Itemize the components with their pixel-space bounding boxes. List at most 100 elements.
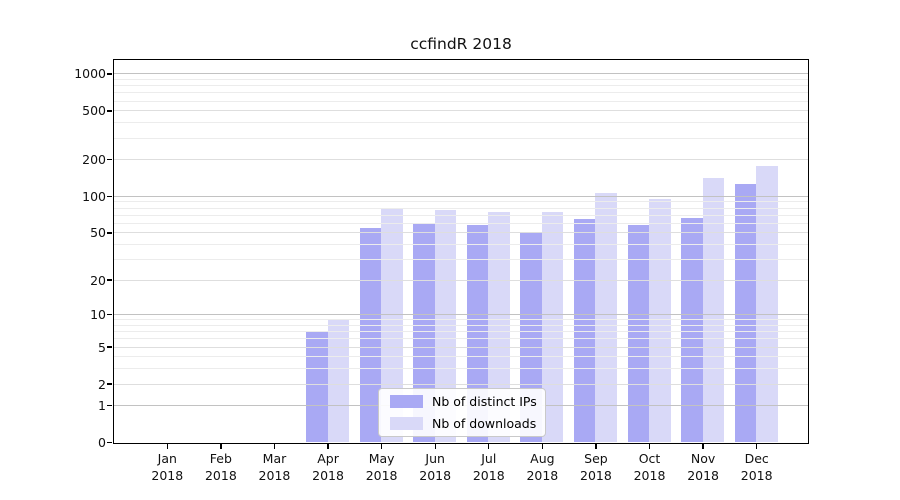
x-tick-label-sep: Sep 2018 <box>564 451 628 484</box>
gridline-200 <box>114 159 808 161</box>
gridline-9 <box>114 319 808 321</box>
month-label: Aug <box>530 451 555 466</box>
year-label: 2018 <box>740 467 773 483</box>
gridline-7 <box>114 331 808 333</box>
x-tick-may <box>380 444 383 449</box>
y-tick-label-1: 1 <box>98 398 106 414</box>
gridline-6 <box>114 338 808 340</box>
y-tick-label-1000: 1000 <box>74 66 106 82</box>
x-tick-aug <box>541 444 544 449</box>
year-label: 2018 <box>526 467 559 483</box>
x-tick-sep <box>595 444 597 449</box>
legend: Nb of distinct IPs Nb of downloads <box>378 388 546 437</box>
gridline-40 <box>114 243 808 245</box>
x-tick-mar <box>273 444 276 449</box>
y-tick-2 <box>107 383 112 385</box>
x-tick-label-jan: Jan 2018 <box>135 451 199 484</box>
gridline-10 <box>114 314 808 316</box>
bar-oct-ips <box>627 224 650 442</box>
gridline-4 <box>114 356 808 358</box>
bar-nov-ips <box>681 217 703 442</box>
x-tick-label-feb: Feb 2018 <box>189 451 253 484</box>
x-tick-nov <box>702 444 704 449</box>
x-tick-label-nov: Nov 2018 <box>671 451 735 484</box>
bar-jul-ips <box>466 225 489 442</box>
y-tick-500 <box>107 110 112 112</box>
bar-dec-ips <box>734 183 757 442</box>
x-tick-apr <box>327 444 329 449</box>
gridline-20 <box>114 279 808 281</box>
year-label: 2018 <box>312 467 344 483</box>
y-tick-label-50: 50 <box>90 225 106 241</box>
bar-sep-downloads <box>595 193 617 442</box>
y-tick-1000 <box>107 73 112 75</box>
x-tick-label-jun: Jun 2018 <box>403 451 467 484</box>
year-label: 2018 <box>258 467 291 483</box>
legend-entry-distinct-ips: Nb of distinct IPs <box>390 394 537 409</box>
x-tick-label-oct: Oct 2018 <box>618 451 682 484</box>
y-tick-label-500: 500 <box>82 103 106 119</box>
y-tick-5 <box>107 346 112 348</box>
gridline-8 <box>114 324 808 326</box>
x-tick-jun <box>434 444 436 449</box>
y-tick-20 <box>107 279 112 281</box>
y-tick-200 <box>107 158 112 161</box>
x-tick-label-may: May 2018 <box>350 451 414 484</box>
month-label: Jun <box>425 451 445 466</box>
year-label: 2018 <box>151 467 184 483</box>
y-tick-label-10: 10 <box>90 307 106 323</box>
bar-nov-downloads <box>702 178 725 442</box>
bar-apr-downloads <box>327 319 350 442</box>
year-label: 2018 <box>204 467 237 483</box>
gridline-700 <box>114 92 808 94</box>
gridline-900 <box>114 79 808 81</box>
x-tick-feb <box>220 444 222 449</box>
y-tick-label-2: 2 <box>98 376 106 392</box>
x-tick-dec <box>755 444 758 449</box>
x-tick-jul <box>488 444 490 449</box>
x-tick-label-mar: Mar 2018 <box>242 451 306 484</box>
year-label: 2018 <box>419 467 452 483</box>
bar-jun-ips <box>413 223 435 442</box>
x-tick-label-aug: Aug 2018 <box>510 451 574 484</box>
gridline-500 <box>114 110 808 112</box>
month-label: May <box>368 451 395 466</box>
month-label: Feb <box>209 451 232 466</box>
gridline-2 <box>114 383 808 385</box>
bar-sep-ips <box>573 218 596 442</box>
month-label: Sep <box>584 451 608 466</box>
gridline-800 <box>114 85 808 87</box>
bar-dec-downloads <box>756 166 778 442</box>
month-label: Jul <box>481 451 497 466</box>
y-tick-50 <box>107 232 112 234</box>
month-label: Dec <box>744 451 769 466</box>
month-label: Jan <box>157 451 177 466</box>
y-tick-1 <box>107 405 112 407</box>
y-tick-100 <box>107 195 112 198</box>
y-tick-label-0: 0 <box>98 435 106 451</box>
legend-label-downloads: Nb of downloads <box>432 416 537 431</box>
gridline-1000 <box>114 73 808 75</box>
gridline-400 <box>114 122 808 124</box>
gridline-3 <box>114 368 808 370</box>
month-label: Oct <box>638 451 661 466</box>
gridline-30 <box>114 258 808 260</box>
gridline-90 <box>114 201 808 203</box>
legend-entry-downloads: Nb of downloads <box>390 416 537 431</box>
x-tick-label-jul: Jul 2018 <box>457 451 521 484</box>
gridline-100 <box>114 195 808 197</box>
gridline-600 <box>114 100 808 102</box>
gridline-5 <box>114 346 808 348</box>
x-tick-label-apr: Apr 2018 <box>296 451 360 484</box>
month-label: Apr <box>317 451 339 466</box>
y-tick-10 <box>107 314 112 316</box>
x-tick-jan <box>166 444 168 449</box>
downloads-swatch <box>390 417 423 430</box>
y-tick-label-5: 5 <box>98 339 106 355</box>
y-tick-0 <box>107 442 112 444</box>
year-label: 2018 <box>365 467 398 483</box>
distinct-ips-swatch <box>390 395 423 408</box>
month-label: Mar <box>262 451 287 466</box>
x-tick-label-dec: Dec 2018 <box>725 451 789 484</box>
